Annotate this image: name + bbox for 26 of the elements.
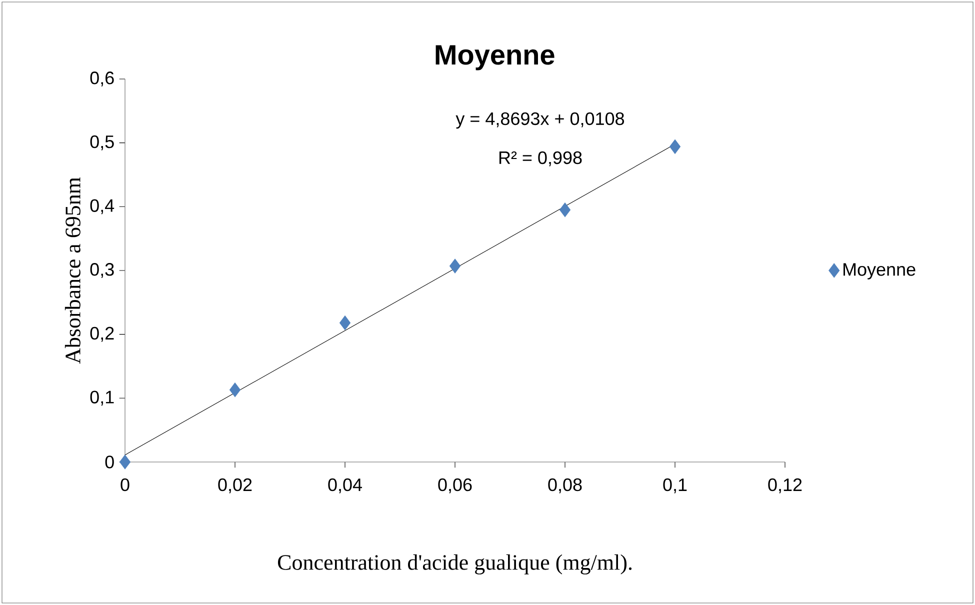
x-tick-label: 0,02	[218, 478, 252, 494]
y-tick-label: 0,6	[90, 72, 114, 86]
point	[119, 454, 131, 470]
y-tick-label: 0,2	[90, 326, 114, 342]
annotation: R² = 0,998	[499, 151, 582, 166]
x-tick-label: 0,12	[768, 478, 802, 494]
point	[339, 316, 351, 330]
annotation: y = 4,8693x + 0,0108	[456, 112, 624, 129]
point	[559, 202, 571, 218]
x-tick-label: 0,06	[438, 478, 472, 494]
y-tick-label: 0,4	[90, 199, 114, 214]
point	[449, 258, 461, 274]
y-tick-label: 0,3	[90, 263, 114, 278]
x-tick-label: 0	[120, 478, 130, 492]
y-tick-label: 0,5	[90, 135, 114, 150]
y-axis-title: Absorbance a 695nm	[64, 177, 80, 364]
chart-title: Moyenne	[436, 45, 554, 70]
x-tick-label: 0,04	[328, 478, 362, 494]
x-tick-label: 0,08	[548, 478, 582, 494]
legend-label: Moyenne	[844, 263, 916, 280]
y-tick-label: 0,1	[90, 390, 114, 406]
x-tick-label: 0,1	[663, 478, 687, 494]
y-tick-label: 0	[105, 456, 114, 468]
point	[669, 139, 681, 154]
point	[229, 382, 241, 398]
x-axis-title: Concentration d'acide gualique (mg/ml).	[278, 554, 632, 574]
